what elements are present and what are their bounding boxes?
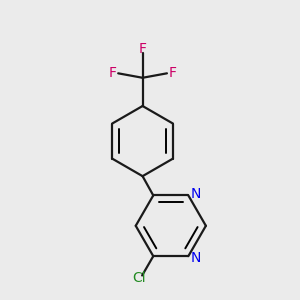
Text: F: F: [139, 42, 147, 56]
Text: F: F: [108, 66, 116, 80]
Text: Cl: Cl: [132, 271, 146, 285]
Text: N: N: [190, 251, 201, 265]
Text: N: N: [190, 187, 201, 201]
Text: F: F: [169, 66, 177, 80]
